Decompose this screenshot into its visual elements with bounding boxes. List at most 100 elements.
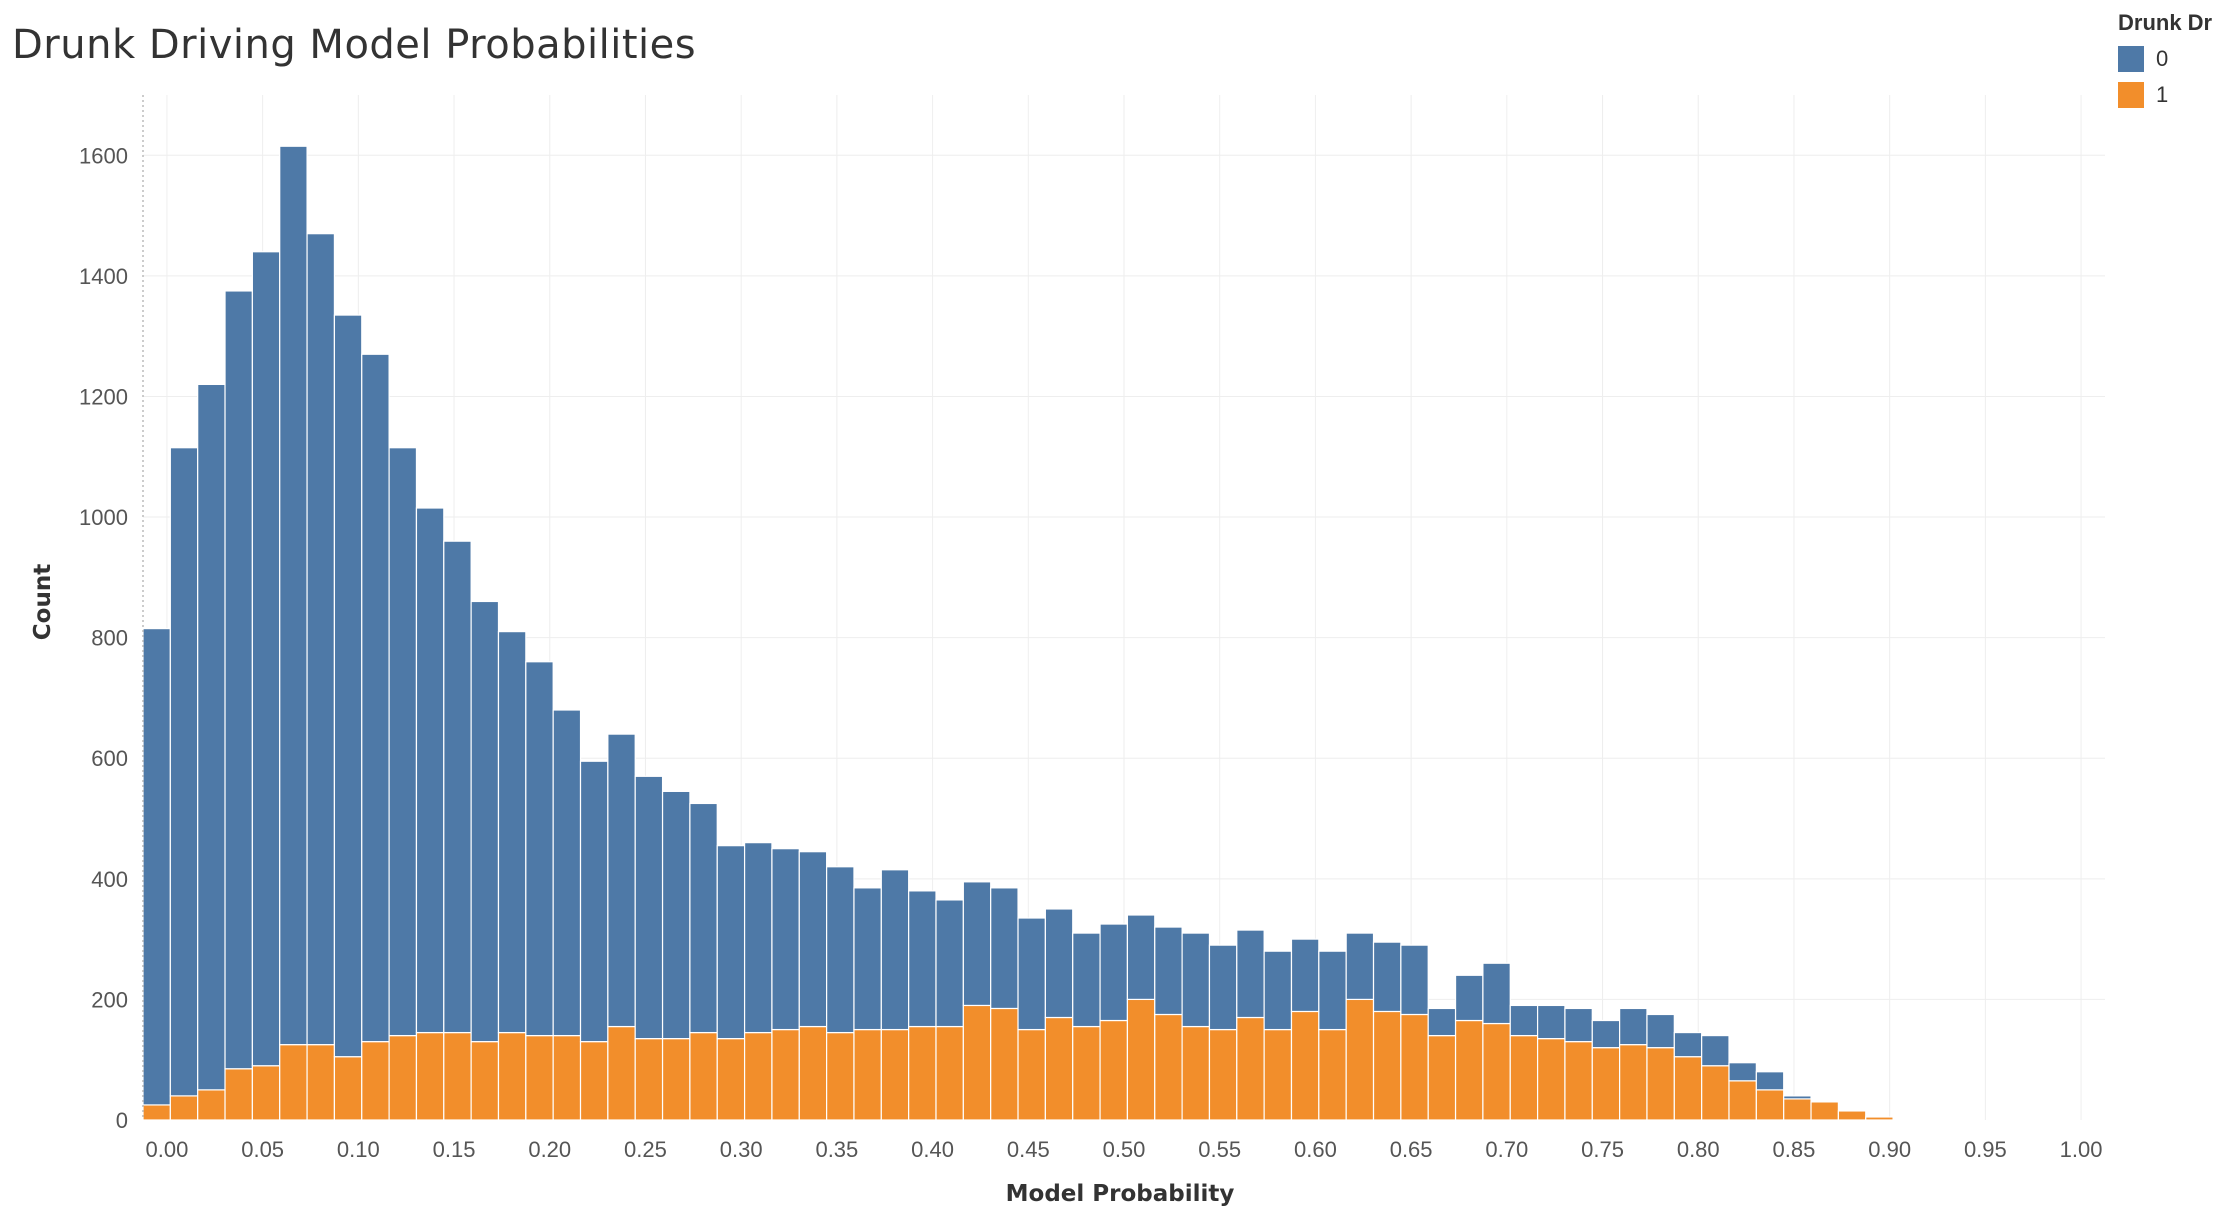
bar-series-1[interactable] [169, 1095, 199, 1121]
bar-series-1[interactable] [1591, 1047, 1621, 1121]
bar-series-0[interactable] [771, 848, 800, 1031]
bar-series-0[interactable] [607, 733, 636, 1028]
bar-series-0[interactable] [1591, 1019, 1621, 1049]
bar-series-0[interactable] [497, 631, 527, 1034]
bar-series-1[interactable] [279, 1044, 308, 1121]
bar-series-1[interactable] [634, 1038, 664, 1121]
bar-series-1[interactable] [1208, 1028, 1238, 1121]
bar-series-0[interactable] [415, 507, 445, 1034]
bar-series-1[interactable] [1701, 1065, 1730, 1121]
bar-series-0[interactable] [853, 887, 882, 1031]
bar-series-1[interactable] [497, 1031, 527, 1121]
bar-series-0[interactable] [224, 290, 253, 1070]
bar-series-0[interactable] [1154, 926, 1183, 1016]
bar-series-1[interactable] [1154, 1013, 1183, 1121]
bar-series-1[interactable] [826, 1031, 855, 1121]
bar-series-1[interactable] [1290, 1010, 1320, 1121]
bar-series-0[interactable] [579, 760, 609, 1043]
bar-series-1[interactable] [333, 1056, 363, 1121]
bar-series-0[interactable] [1044, 908, 1074, 1019]
bar-series-1[interactable] [415, 1031, 445, 1121]
bar-series-0[interactable] [1536, 1004, 1566, 1040]
bar-series-1[interactable] [1673, 1056, 1703, 1121]
bar-series-0[interactable] [552, 709, 582, 1037]
bar-series-1[interactable] [1646, 1047, 1675, 1121]
bar-series-0[interactable] [743, 842, 773, 1034]
bar-series-0[interactable] [661, 790, 691, 1040]
bar-series-1[interactable] [306, 1044, 336, 1121]
bar-series-0[interactable] [990, 887, 1019, 1010]
bar-series-1[interactable] [1837, 1110, 1867, 1121]
bar-series-0[interactable] [962, 881, 992, 1007]
bar-series-1[interactable] [1564, 1041, 1593, 1121]
bar-series-0[interactable] [1509, 1004, 1539, 1037]
bar-series-1[interactable] [1427, 1034, 1457, 1121]
bar-series-0[interactable] [1345, 932, 1375, 1001]
bar-series-0[interactable] [1728, 1062, 1757, 1082]
bar-series-1[interactable] [1755, 1089, 1785, 1121]
legend-item-0[interactable]: 0 [2118, 46, 2212, 72]
bar-series-0[interactable] [1701, 1034, 1730, 1067]
bar-series-1[interactable] [935, 1025, 964, 1121]
bar-series-0[interactable] [251, 251, 281, 1067]
bar-series-1[interactable] [1783, 1098, 1812, 1121]
bar-series-1[interactable] [361, 1041, 390, 1121]
bar-series-0[interactable] [1072, 932, 1101, 1028]
bar-series-1[interactable] [1454, 1019, 1484, 1121]
bar-series-0[interactable] [935, 899, 964, 1028]
bar-series-0[interactable] [1755, 1071, 1785, 1091]
bar-series-0[interactable] [1673, 1031, 1703, 1058]
bar-series-0[interactable] [1783, 1095, 1812, 1100]
bar-series-1[interactable] [689, 1031, 718, 1121]
bar-series-0[interactable] [1099, 923, 1129, 1022]
bar-series-1[interactable] [525, 1034, 554, 1121]
bar-series-1[interactable] [251, 1065, 281, 1121]
bar-series-0[interactable] [1564, 1007, 1593, 1043]
bar-series-0[interactable] [1208, 944, 1238, 1031]
bar-series-0[interactable] [716, 845, 746, 1040]
bar-series-1[interactable] [1619, 1044, 1648, 1121]
bar-series-0[interactable] [361, 353, 390, 1043]
bar-series-1[interactable] [552, 1034, 582, 1121]
bar-series-0[interactable] [1318, 950, 1347, 1031]
bar-series-1[interactable] [1072, 1025, 1101, 1121]
bar-series-0[interactable] [169, 447, 199, 1097]
bar-series-1[interactable] [443, 1031, 472, 1121]
bar-series-1[interactable] [962, 1004, 992, 1121]
legend-item-1[interactable]: 1 [2118, 82, 2212, 108]
bar-series-0[interactable] [1454, 974, 1484, 1022]
bar-series-1[interactable] [388, 1034, 418, 1121]
bar-series-0[interactable] [1263, 950, 1293, 1031]
bar-series-1[interactable] [1236, 1016, 1265, 1121]
bar-series-0[interactable] [525, 661, 554, 1037]
bar-series-1[interactable] [142, 1104, 171, 1121]
bar-series-0[interactable] [1372, 941, 1402, 1013]
bar-series-1[interactable] [1482, 1022, 1511, 1121]
bar-series-0[interactable] [1427, 1007, 1457, 1037]
bar-series-1[interactable] [716, 1038, 746, 1121]
bar-series-1[interactable] [1728, 1080, 1757, 1121]
bar-series-0[interactable] [880, 869, 910, 1031]
bar-series-0[interactable] [197, 383, 226, 1091]
bar-series-1[interactable] [1865, 1116, 1894, 1121]
bar-series-0[interactable] [1017, 917, 1046, 1031]
bar-series-0[interactable] [142, 628, 171, 1106]
bar-series-1[interactable] [607, 1025, 636, 1121]
bar-series-0[interactable] [1482, 962, 1511, 1025]
bar-series-1[interactable] [1400, 1013, 1429, 1121]
bar-series-1[interactable] [743, 1031, 773, 1121]
bar-series-1[interactable] [990, 1007, 1019, 1121]
bar-series-0[interactable] [1126, 914, 1156, 1001]
bar-series-0[interactable] [1646, 1013, 1675, 1049]
bar-series-0[interactable] [826, 866, 855, 1034]
bar-series-0[interactable] [1181, 932, 1211, 1028]
bar-series-1[interactable] [1017, 1028, 1046, 1121]
bar-series-1[interactable] [1372, 1010, 1402, 1121]
bar-series-0[interactable] [333, 314, 363, 1058]
bar-series-0[interactable] [1619, 1007, 1648, 1046]
bar-series-0[interactable] [908, 890, 937, 1028]
bar-series-1[interactable] [1181, 1025, 1211, 1121]
bar-series-0[interactable] [279, 145, 308, 1046]
bar-series-1[interactable] [1318, 1028, 1347, 1121]
bar-series-1[interactable] [1509, 1034, 1539, 1121]
